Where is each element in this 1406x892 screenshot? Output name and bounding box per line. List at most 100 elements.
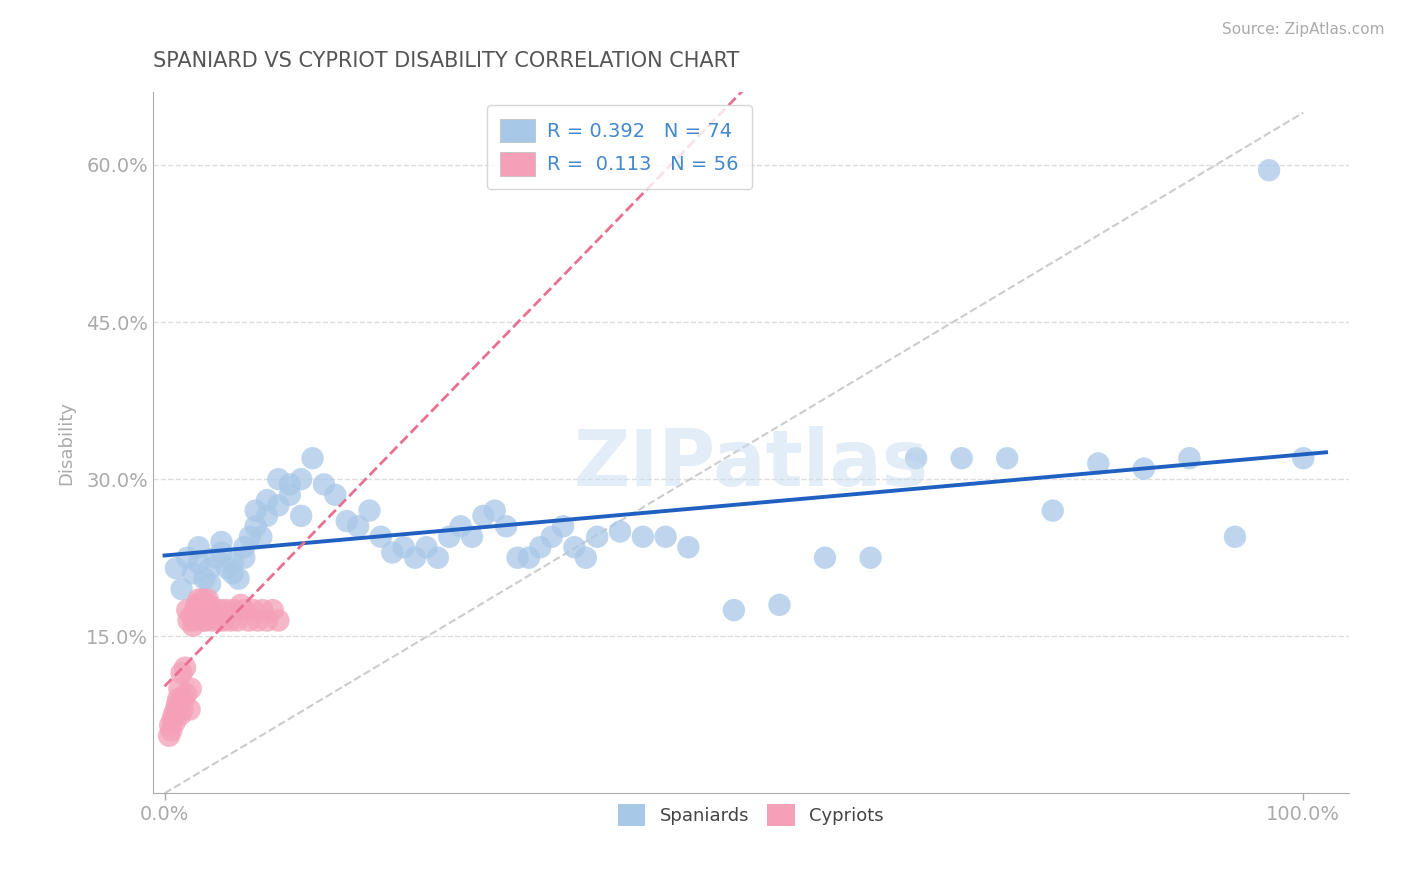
Point	[506, 550, 529, 565]
Point	[540, 530, 562, 544]
Point	[166, 698, 188, 712]
Point	[233, 540, 256, 554]
Point	[517, 550, 540, 565]
Point	[246, 614, 269, 628]
Point	[426, 550, 449, 565]
Point	[183, 614, 205, 628]
Point	[359, 503, 381, 517]
Point	[167, 692, 190, 706]
Point	[180, 608, 202, 623]
Point	[170, 582, 193, 596]
Point	[219, 614, 242, 628]
Point	[301, 451, 323, 466]
Point	[439, 530, 461, 544]
Point	[228, 572, 250, 586]
Y-axis label: Disability: Disability	[58, 401, 75, 484]
Point	[290, 508, 312, 523]
Point	[187, 608, 209, 623]
Point	[239, 530, 262, 544]
Point	[173, 692, 195, 706]
Point	[186, 598, 208, 612]
Point	[201, 614, 224, 628]
Point	[222, 566, 245, 581]
Point	[194, 614, 217, 628]
Point	[950, 451, 973, 466]
Point	[198, 561, 221, 575]
Point	[814, 550, 837, 565]
Point	[193, 572, 215, 586]
Point	[256, 614, 278, 628]
Point	[404, 550, 426, 565]
Point	[217, 561, 239, 575]
Point	[212, 614, 235, 628]
Point	[1042, 503, 1064, 517]
Point	[278, 488, 301, 502]
Point	[198, 577, 221, 591]
Point	[170, 665, 193, 680]
Point	[233, 603, 256, 617]
Point	[187, 592, 209, 607]
Point	[1223, 530, 1246, 544]
Point	[551, 519, 574, 533]
Point	[768, 598, 790, 612]
Point	[370, 530, 392, 544]
Point	[211, 603, 233, 617]
Point	[163, 707, 186, 722]
Point	[193, 614, 215, 628]
Point	[654, 530, 676, 544]
Point	[222, 603, 245, 617]
Point	[278, 477, 301, 491]
Point	[169, 681, 191, 696]
Point	[193, 598, 215, 612]
Point	[256, 508, 278, 523]
Point	[245, 519, 267, 533]
Point	[204, 550, 226, 565]
Point	[204, 608, 226, 623]
Point	[484, 503, 506, 517]
Point	[179, 702, 201, 716]
Point	[678, 540, 700, 554]
Point	[995, 451, 1018, 466]
Point	[211, 535, 233, 549]
Point	[325, 488, 347, 502]
Point	[472, 508, 495, 523]
Point	[905, 451, 928, 466]
Point	[159, 718, 181, 732]
Point	[165, 561, 187, 575]
Text: Source: ZipAtlas.com: Source: ZipAtlas.com	[1222, 22, 1385, 37]
Point	[198, 603, 221, 617]
Point	[1178, 451, 1201, 466]
Point	[245, 503, 267, 517]
Point	[187, 556, 209, 570]
Point	[586, 530, 609, 544]
Point	[381, 545, 404, 559]
Point	[1087, 457, 1109, 471]
Point	[233, 550, 256, 565]
Point	[211, 545, 233, 559]
Point	[174, 687, 197, 701]
Point	[165, 702, 187, 716]
Point	[609, 524, 631, 539]
Point	[859, 550, 882, 565]
Point	[180, 681, 202, 696]
Point	[163, 715, 186, 730]
Point	[198, 598, 221, 612]
Point	[495, 519, 517, 533]
Point	[250, 530, 273, 544]
Legend: Spaniards, Cypriots: Spaniards, Cypriots	[612, 797, 891, 833]
Point	[242, 603, 264, 617]
Point	[176, 603, 198, 617]
Point	[256, 493, 278, 508]
Point	[174, 661, 197, 675]
Point	[222, 556, 245, 570]
Point	[162, 713, 184, 727]
Point	[415, 540, 437, 554]
Point	[169, 707, 191, 722]
Point	[195, 603, 218, 617]
Point	[312, 477, 335, 491]
Point	[217, 603, 239, 617]
Point	[450, 519, 472, 533]
Point	[181, 619, 204, 633]
Point	[252, 603, 274, 617]
Point	[262, 603, 284, 617]
